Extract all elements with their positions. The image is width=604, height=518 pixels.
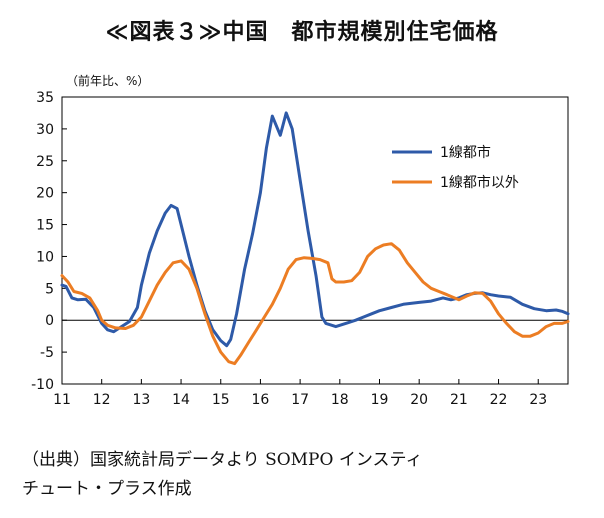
source-note-line-1: （出典）国家統計局データより SOMPO インスティ (22, 450, 423, 470)
legend-label-non-tier1: 1線都市以外 (440, 174, 519, 191)
x-tick-label: 14 (172, 392, 190, 408)
x-tick-label: 13 (132, 392, 150, 408)
x-tick-label: 23 (529, 392, 547, 408)
legend: 1線都市 1線都市以外 (392, 144, 519, 191)
y-axis: -10 -5 0 5 10 15 20 25 30 35 (31, 90, 67, 393)
y-tick-label: 20 (36, 186, 54, 202)
x-tick-label: 16 (252, 392, 270, 408)
plot-border (61, 96, 569, 385)
legend-label-tier1: 1線都市 (440, 144, 491, 161)
x-axis: 11 12 13 14 15 16 17 18 19 20 21 22 23 (53, 379, 547, 408)
series-line-non-tier1-cities (60, 242, 570, 366)
x-tick-label: 12 (93, 392, 111, 408)
x-tick-label: 20 (410, 392, 428, 408)
series-group (60, 111, 570, 366)
x-tick-label: 21 (450, 392, 468, 408)
plot-frame (61, 96, 569, 385)
x-tick-label: 17 (291, 392, 309, 408)
source-note-line-2: チュート・プラス作成 (22, 479, 192, 499)
y-tick-label: 10 (36, 249, 54, 265)
chart-title: ≪図表３≫中国 都市規模別住宅価格 (105, 20, 499, 45)
y-tick-label: 35 (36, 90, 54, 106)
x-tick-label: 15 (212, 392, 230, 408)
x-tick-label: 22 (490, 392, 508, 408)
y-tick-label: 30 (36, 122, 54, 138)
y-tick-label: 0 (45, 313, 54, 329)
y-tick-label: 15 (36, 218, 54, 234)
y-tick-label: -10 (31, 377, 54, 393)
x-tick-label: 11 (53, 392, 71, 408)
line-chart: -10 -5 0 5 10 15 20 25 30 35 11 12 13 14 15 16 17 18 19 20… (31, 90, 570, 408)
y-tick-label: 5 (45, 281, 54, 297)
x-tick-label: 18 (331, 392, 349, 408)
y-tick-label: 25 (36, 154, 54, 170)
series-line-tier1-cities (60, 111, 570, 348)
x-tick-label: 19 (371, 392, 389, 408)
y-tick-label: -5 (40, 345, 54, 361)
y-unit-label: （前年比、%） (66, 74, 150, 88)
